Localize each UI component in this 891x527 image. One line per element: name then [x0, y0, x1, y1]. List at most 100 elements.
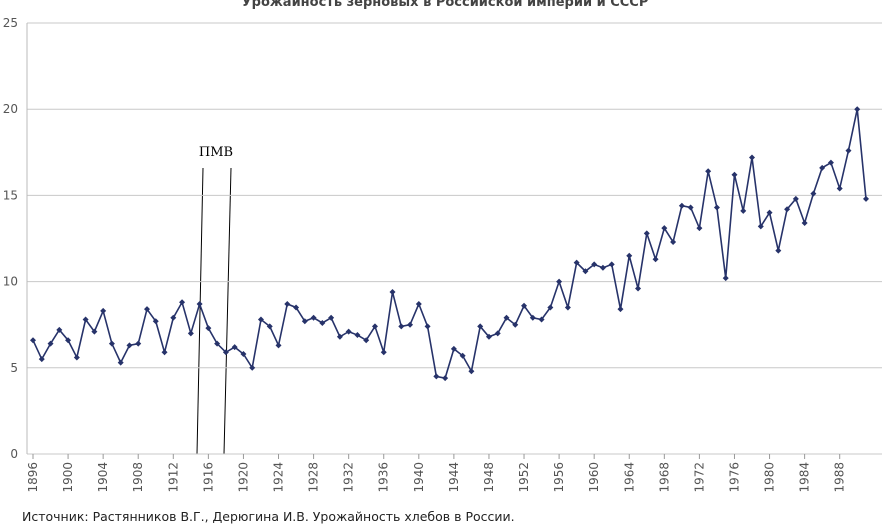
data-point: [556, 278, 563, 285]
data-point: [643, 230, 650, 237]
data-point: [170, 314, 177, 321]
data-point: [407, 321, 414, 328]
data-point: [275, 342, 282, 349]
data-point: [187, 330, 194, 337]
data-point: [319, 319, 326, 326]
chart-title: Урожайность зерновых в Российской импери…: [242, 0, 649, 10]
data-point: [529, 314, 536, 321]
data-point: [82, 316, 89, 323]
data-point: [73, 354, 80, 361]
data-point: [784, 206, 791, 213]
data-point: [792, 195, 799, 202]
data-point: [65, 337, 72, 344]
data-point: [740, 207, 747, 214]
data-point: [626, 252, 633, 259]
data-point: [100, 307, 107, 314]
data-point: [336, 333, 343, 340]
y-tick-label: 0: [10, 447, 18, 461]
annotation-line: [196, 167, 204, 455]
data-point: [547, 304, 554, 311]
data-point: [310, 314, 317, 321]
data-point: [722, 275, 729, 282]
data-point: [670, 238, 677, 245]
x-tick-label: 1908: [131, 462, 145, 493]
data-point: [705, 168, 712, 175]
data-point: [503, 314, 510, 321]
data-point: [56, 326, 63, 333]
data-point: [713, 204, 720, 211]
data-point: [731, 171, 738, 178]
data-point: [617, 306, 624, 313]
data-point: [801, 219, 808, 226]
data-point: [757, 223, 764, 230]
x-tick-label: 1960: [587, 462, 601, 493]
data-point: [424, 323, 431, 330]
data-point: [91, 328, 98, 335]
data-point: [371, 323, 378, 330]
data-point: [257, 316, 264, 323]
data-point: [380, 349, 387, 356]
y-tick-label: 15: [3, 188, 18, 202]
data-point: [354, 332, 361, 339]
x-tick-label: 1940: [412, 462, 426, 493]
data-point: [678, 202, 685, 209]
data-point: [599, 264, 606, 271]
annotation: ПМВ: [199, 145, 233, 160]
data-line: [32, 109, 867, 380]
y-tick-label: 25: [3, 16, 18, 30]
data-point: [468, 368, 475, 375]
data-point: [328, 314, 335, 321]
data-point: [214, 340, 221, 347]
annotation-line: [223, 167, 232, 455]
data-point: [652, 256, 659, 263]
source-note: Источник: Растянников В.Г., Дерюгина И.В…: [22, 509, 515, 524]
data-point: [161, 349, 168, 356]
data-point: [433, 373, 440, 380]
x-tick-label: 1916: [201, 462, 215, 493]
x-tick-label: 1928: [307, 462, 321, 493]
x-tick-label: 1956: [552, 462, 566, 493]
x-tick-label: 1912: [166, 462, 180, 493]
data-point: [538, 316, 545, 323]
x-tick-label: 1896: [26, 462, 40, 493]
x-tick-label: 1976: [727, 462, 741, 493]
data-point: [810, 190, 817, 197]
x-tick-label: 1936: [377, 462, 391, 493]
data-point: [661, 225, 668, 232]
data-point: [117, 359, 124, 366]
data-point: [485, 333, 492, 340]
data-point: [415, 301, 422, 308]
x-tick-label: 1904: [96, 462, 110, 493]
data-point: [766, 209, 773, 216]
data-point: [363, 337, 370, 344]
x-tick-label: 1972: [692, 462, 706, 493]
data-point: [135, 340, 142, 347]
x-tick-label: 1984: [798, 462, 812, 493]
data-point: [477, 323, 484, 330]
x-tick-label: 1980: [763, 462, 777, 493]
data-point: [819, 164, 826, 171]
data-point: [775, 247, 782, 254]
data-point: [222, 349, 229, 356]
data-point: [398, 323, 405, 330]
data-point: [179, 299, 186, 306]
data-point: [293, 304, 300, 311]
x-tick-label: 1920: [236, 462, 250, 493]
data-point: [687, 204, 694, 211]
data-point: [240, 351, 247, 358]
x-tick-label: 1952: [517, 462, 531, 493]
data-point: [863, 195, 869, 202]
data-point: [30, 337, 36, 344]
x-tick-label: 1968: [657, 462, 671, 493]
x-tick-label: 1924: [272, 462, 286, 493]
data-point: [266, 323, 273, 330]
data-point: [591, 261, 598, 268]
data-point: [836, 185, 843, 192]
y-tick-label: 20: [3, 102, 18, 116]
data-point: [231, 344, 238, 351]
data-point: [389, 288, 396, 295]
data-point: [284, 301, 291, 308]
x-tick-label: 1948: [482, 462, 496, 493]
data-point: [564, 304, 571, 311]
